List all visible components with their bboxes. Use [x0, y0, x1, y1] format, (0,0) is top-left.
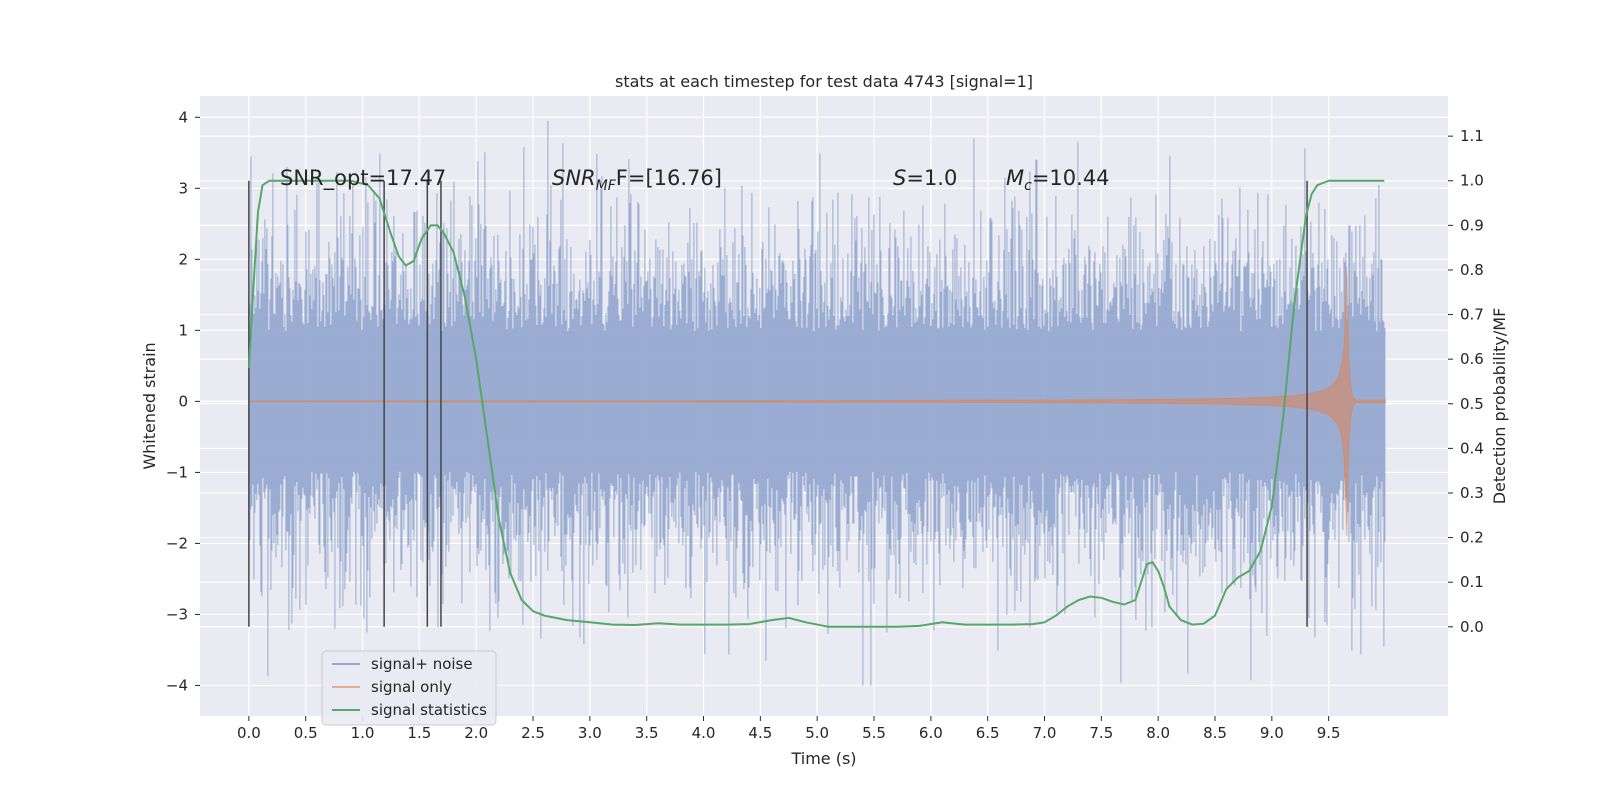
x-tick-label: 3.0	[578, 724, 602, 742]
x-tick-label: 1.0	[351, 724, 375, 742]
y-tick-label: 0	[178, 392, 188, 410]
x-tick-label: 9.5	[1317, 724, 1341, 742]
y-tick-label: 2	[178, 250, 188, 268]
x-axis-label: Time (s)	[790, 749, 856, 768]
y-tick-label: −1	[166, 463, 188, 481]
signal-statistics-line	[247, 179, 1385, 628]
y-tick-label: 1	[178, 321, 188, 339]
right-tick-label: 0.6	[1460, 350, 1484, 368]
right-tick-label: 0.1	[1460, 573, 1484, 591]
chart-title: stats at each timestep for test data 474…	[615, 72, 1033, 91]
right-tick-label: 0.4	[1460, 439, 1484, 457]
plot-area	[247, 120, 1386, 686]
x-tick-label: 4.0	[692, 724, 716, 742]
y-axis-ticks: −4 −3 −2 −1 0 1 2 3 4	[166, 108, 200, 694]
signal-only-trace	[248, 266, 1386, 536]
x-tick-label: 8.0	[1146, 724, 1170, 742]
y-tick-label: 3	[178, 179, 188, 197]
x-tick-label: 2.0	[464, 724, 488, 742]
right-tick-label: 1.0	[1460, 172, 1484, 190]
right-axis-label: Detection probability/MF	[1490, 308, 1509, 505]
x-tick-label: 6.5	[976, 724, 1000, 742]
right-tick-label: 0.8	[1460, 261, 1484, 279]
legend-label-signal-only: signal only	[371, 678, 452, 696]
right-tick-label: 0.7	[1460, 306, 1484, 324]
x-tick-label: 7.5	[1089, 724, 1113, 742]
y-tick-label: 4	[178, 108, 188, 126]
annotation-s: S=1.0	[893, 166, 957, 190]
annotation-mc: Mc=10.44	[1006, 166, 1110, 194]
x-tick-label: 0.0	[237, 724, 261, 742]
right-tick-label: 0.5	[1460, 395, 1484, 413]
legend-label-signal-plus-noise: signal+ noise	[371, 655, 473, 673]
y-tick-label: −2	[166, 534, 188, 552]
x-tick-label: 4.5	[748, 724, 772, 742]
x-tick-label: 5.0	[805, 724, 829, 742]
x-tick-label: 8.5	[1203, 724, 1227, 742]
y-axis-label: Whitened strain	[140, 342, 159, 469]
right-tick-label: 0.3	[1460, 484, 1484, 502]
annotation-snr-mf: SNRMFF=[16.76]	[552, 166, 722, 194]
annotations: SNR_opt=17.47 SNRMFF=[16.76] S=1.0 Mc=10…	[280, 166, 1110, 194]
x-tick-label: 3.5	[635, 724, 659, 742]
x-axis-ticks: 0.0 0.5 1.0 1.5 2.0 2.5 3.0 3.5 4.0 4.5 5.0 5.5 6.0 6…	[237, 716, 1341, 742]
legend-label-signal-statistics: signal statistics	[371, 701, 487, 719]
right-tick-label: 1.1	[1460, 127, 1484, 145]
x-tick-label: 2.5	[521, 724, 545, 742]
y-tick-label: −4	[166, 676, 188, 694]
x-tick-label: 9.0	[1260, 724, 1284, 742]
x-tick-label: 1.5	[407, 724, 431, 742]
y-tick-label: −3	[166, 605, 188, 623]
right-axis-ticks: 0.0 0.1 0.2 0.3 0.4 0.5 0.6 0.7 0.8 0.9 1.0 1.1	[1448, 127, 1484, 636]
x-tick-label: 5.5	[862, 724, 886, 742]
legend: signal+ noise signal only signal statist…	[321, 650, 497, 726]
vertical-markers	[248, 180, 1308, 627]
right-tick-label: 0.2	[1460, 529, 1484, 547]
right-tick-label: 0.0	[1460, 618, 1484, 636]
annotation-snr-opt: SNR_opt=17.47	[280, 166, 446, 191]
right-tick-label: 0.9	[1460, 216, 1484, 234]
x-tick-label: 7.0	[1033, 724, 1057, 742]
x-tick-label: 6.0	[919, 724, 943, 742]
legend-box	[321, 650, 497, 726]
x-tick-label: 0.5	[294, 724, 318, 742]
